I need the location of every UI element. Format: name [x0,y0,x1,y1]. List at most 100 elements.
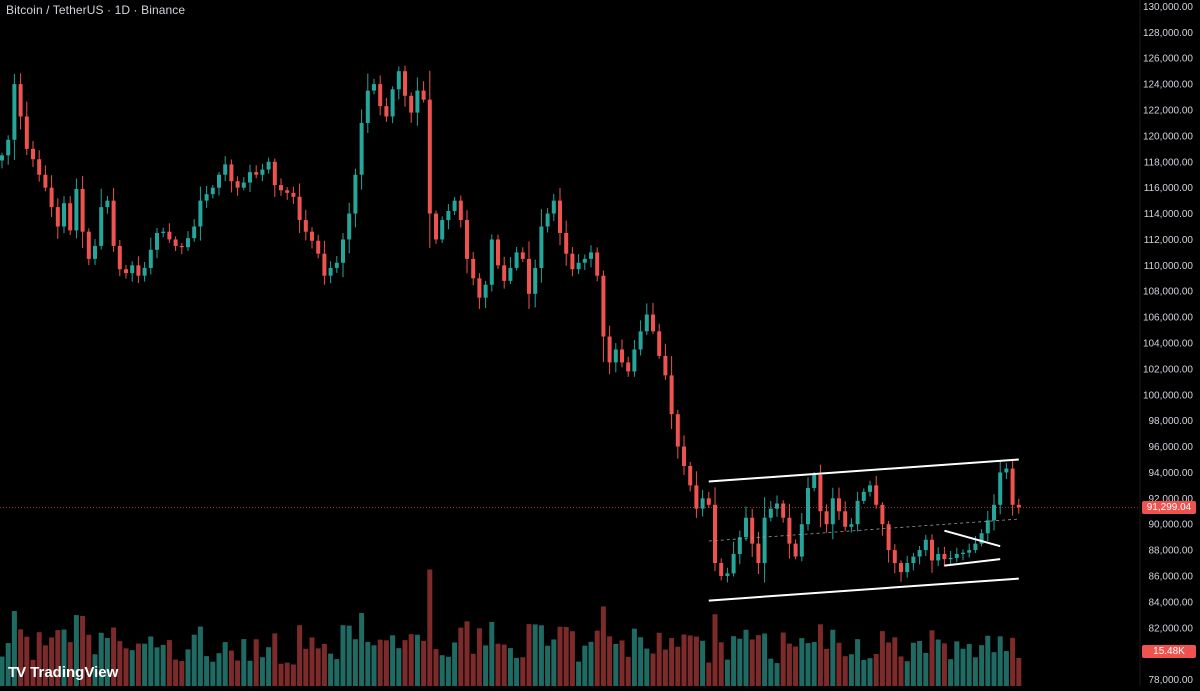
candle-body [142,267,147,276]
trendline-channel-upper[interactable] [708,458,1019,483]
candle-body [241,182,246,188]
volume-bar [793,646,799,686]
candle-body [787,517,792,544]
candle-body [86,231,91,259]
candle-body [297,196,302,221]
candle-body [706,498,711,505]
candle-body [372,84,376,91]
volume-bar [644,648,650,686]
candle-body [502,265,507,281]
candle-body [756,543,761,564]
candle-body [657,331,662,356]
candle-body [74,188,79,231]
volume-bar [520,657,526,686]
candle-body [886,524,891,551]
volume-bar [923,652,929,686]
candle-body [223,164,228,175]
volume-bar [830,629,836,686]
trendline-wedge-lower[interactable] [944,558,1001,567]
price-axis-label: 110,000.00 [1144,261,1194,272]
candle-body [967,550,972,553]
volume-bar [98,632,104,686]
candle-body [520,252,525,259]
price-axis-label: 124,000.00 [1143,80,1193,91]
candle-body [272,161,277,186]
candle-body [837,498,841,512]
candle-body [818,475,823,512]
price-axis-label: 102,000.00 [1143,364,1193,375]
volume-bar [576,661,582,686]
candle-body [390,89,395,117]
volume-bar [669,638,675,686]
candle-body [731,553,736,574]
volume-bar [61,629,67,686]
candle-body [37,159,42,175]
candle-body [310,231,314,241]
volume-bar [737,638,743,686]
volume-bar [259,657,265,686]
drawings[interactable] [708,458,1019,602]
volume-bar [786,643,792,686]
volume-bar [886,642,892,686]
candle-body [24,116,29,149]
volume-tag: 15.48K [1142,645,1196,658]
candle-body [248,172,252,183]
candle-body [285,190,290,193]
volume-bar [805,643,811,686]
volume-bar [762,633,768,686]
candle-body [750,517,755,544]
volume-bar [910,642,916,686]
symbol-title[interactable]: Bitcoin / TetherUS · 1D · Binance [6,3,186,17]
volume-bar [346,625,352,686]
volume-bar [42,645,48,686]
candle-body [806,487,810,525]
volume-bar [476,628,482,686]
volume-bar [340,625,346,686]
volume-bar [557,626,563,686]
candle-body [465,220,469,259]
price-axis-label: 120,000.00 [1143,131,1193,142]
volume-bar [607,636,613,686]
candle-body [229,164,234,182]
candle-body [589,252,593,259]
candle-body [620,349,624,363]
volume-bar [160,644,166,686]
volume-bar [979,645,985,686]
volume-bar [811,642,817,686]
volume-bar [111,627,117,686]
candle-body [328,267,333,276]
trendline-channel-mid[interactable] [708,518,1019,542]
candle-body [359,122,364,175]
volume-bar [129,650,135,686]
candle-body [167,231,172,240]
price-axis[interactable]: 130,000.00 128,000.00 126,000.00 124,000.00… [1143,2,1193,686]
volume-bar [352,639,358,686]
candle-body [217,174,221,188]
volume-bar [706,662,712,686]
candle-body [471,258,476,279]
trendline-channel-lower[interactable] [708,577,1019,602]
price-axis-label: 100,000.00 [1143,390,1193,401]
trendline-wedge-upper[interactable] [944,529,1001,548]
volume-bar [824,648,830,686]
volume-bar [0,656,5,686]
volume-bar [619,640,625,686]
volume-bar [284,662,290,686]
volume-bar [495,643,501,686]
volume-bar [197,626,203,686]
candle-body [31,148,35,160]
candle-body [768,508,773,518]
candle-body [303,220,308,232]
candle-body [353,174,358,214]
volume-bar [18,629,24,686]
tradingview-logo[interactable]: TV TradingView [8,664,118,681]
volume-bar [377,639,383,686]
candle-body [68,203,73,231]
candle-body [43,174,48,188]
volume-bar [123,648,129,686]
candle-body [365,90,370,123]
candle-body [489,239,494,285]
tradingview-logo-text: TradingView [30,664,119,681]
